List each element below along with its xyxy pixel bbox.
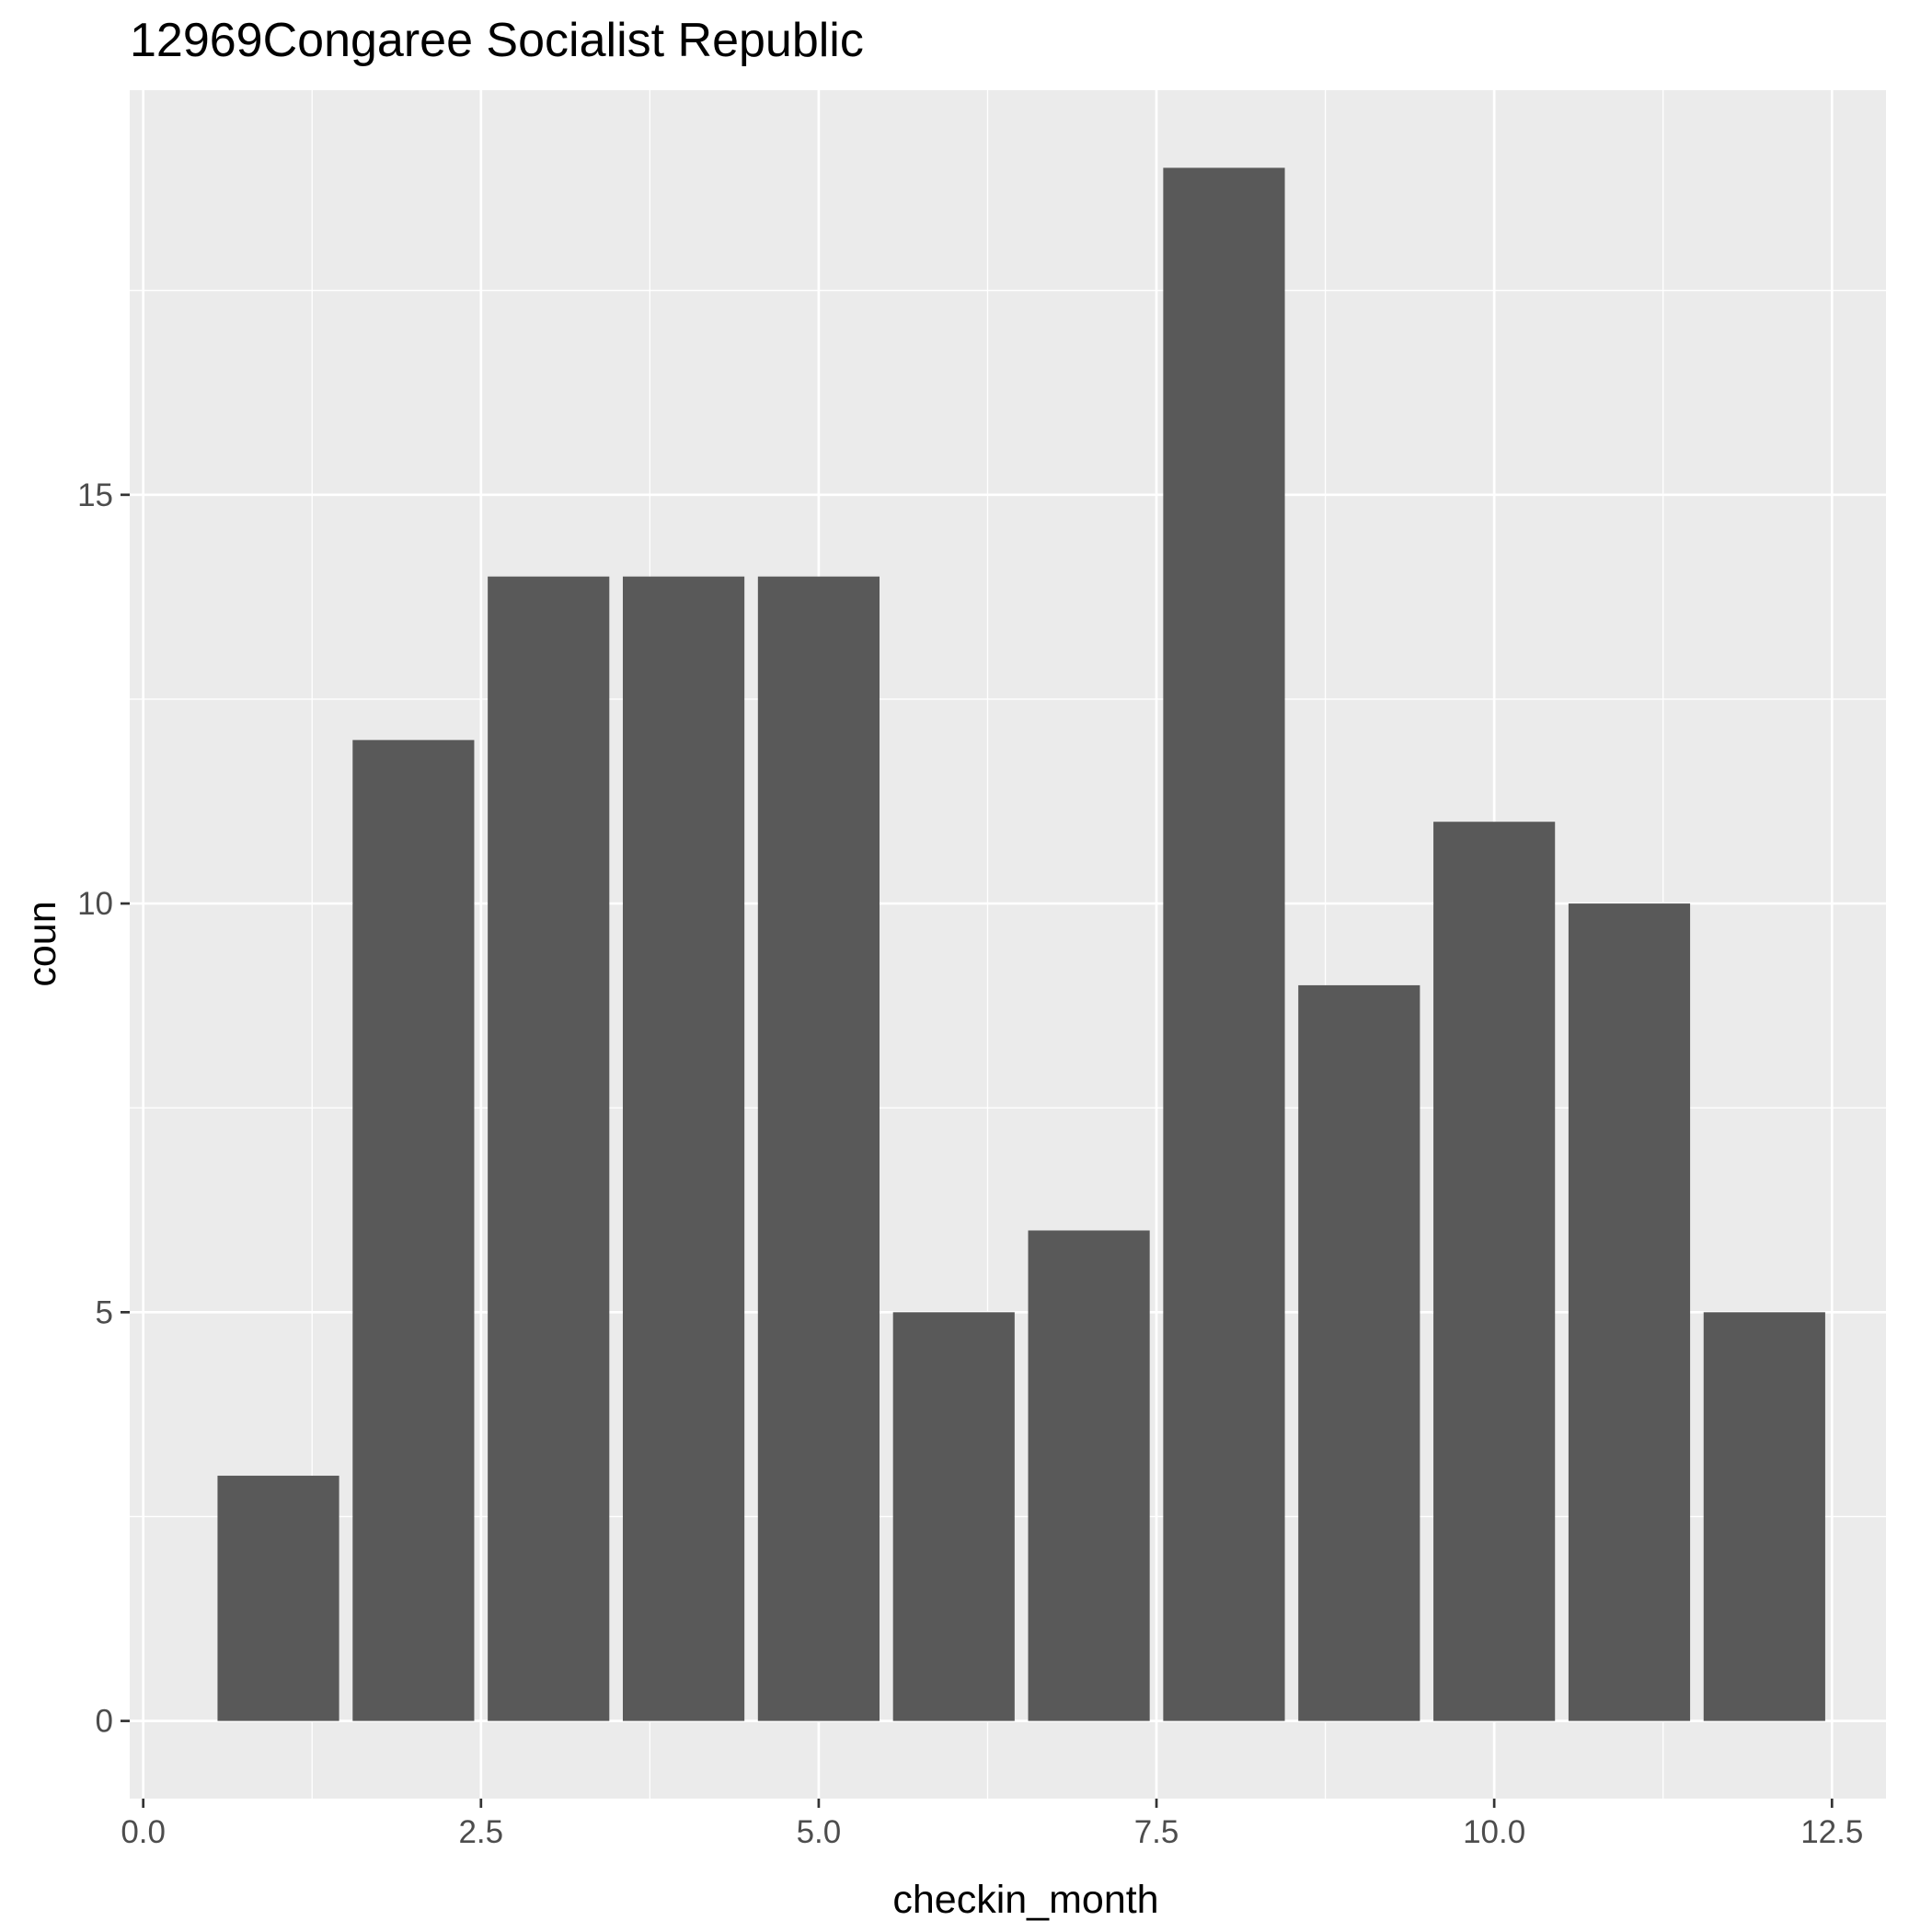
y-tick-label: 5 (96, 1294, 113, 1330)
y-axis: 0 5 10 15 (77, 477, 130, 1740)
bar (1433, 822, 1556, 1721)
y-tick-label: 15 (77, 477, 113, 513)
bars (217, 167, 1825, 1721)
x-tick-label: 10.0 (1463, 1814, 1525, 1850)
x-tick-label: 5.0 (797, 1814, 842, 1850)
bar (352, 740, 475, 1721)
bar (622, 576, 745, 1721)
x-tick-label: 12.5 (1800, 1814, 1863, 1850)
y-tick-label: 0 (96, 1704, 113, 1740)
x-tick-label: 7.5 (1134, 1814, 1179, 1850)
y-axis-title: coun (20, 901, 64, 986)
bar (757, 576, 880, 1721)
bar (1028, 1230, 1150, 1721)
bar (892, 1312, 1015, 1721)
bar (1568, 903, 1691, 1721)
x-tick-label: 0.0 (121, 1814, 166, 1850)
x-axis-title: checkin_month (892, 1878, 1158, 1922)
x-tick-label: 2.5 (458, 1814, 503, 1850)
bar (1298, 984, 1420, 1721)
x-axis: 0.0 2.5 5.0 7.5 10.0 12.5 (121, 1799, 1863, 1850)
bar (488, 576, 610, 1721)
y-tick-label: 10 (77, 886, 113, 922)
bar (1703, 1312, 1825, 1721)
bar (1163, 167, 1285, 1721)
bar (217, 1476, 339, 1721)
chart-title: 12969Congaree Socialist Republic (130, 14, 864, 67)
